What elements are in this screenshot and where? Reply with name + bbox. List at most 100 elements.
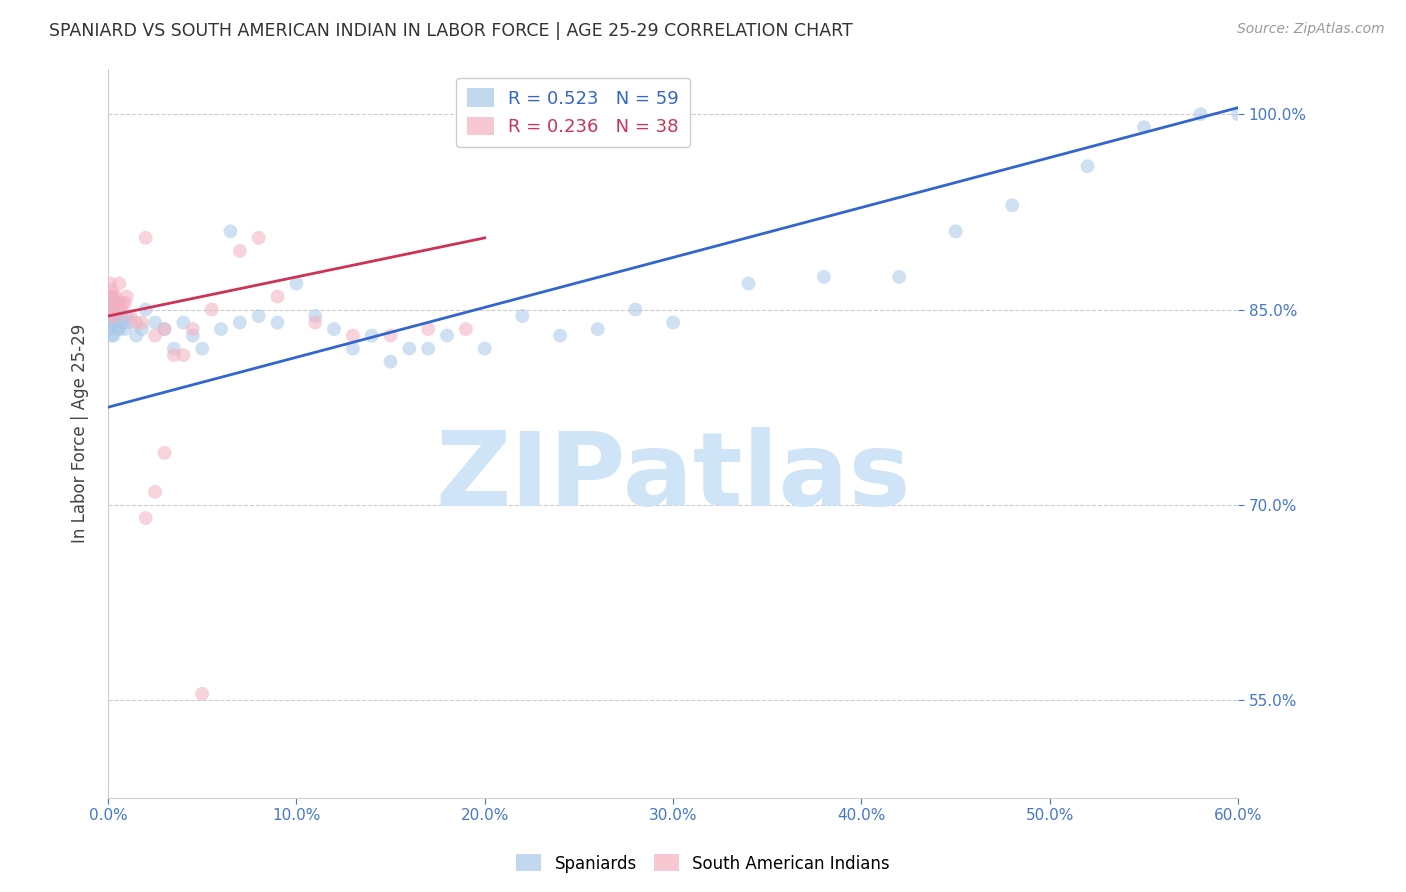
Point <box>108 296 131 310</box>
Point <box>103 296 125 310</box>
Point <box>104 302 127 317</box>
Point <box>135 511 157 525</box>
Point <box>107 322 129 336</box>
Point <box>153 446 176 460</box>
Point <box>360 328 382 343</box>
Legend: R = 0.523   N = 59, R = 0.236   N = 38: R = 0.523 N = 59, R = 0.236 N = 38 <box>456 78 690 147</box>
Point <box>172 348 194 362</box>
Point <box>342 342 364 356</box>
Point <box>1076 159 1098 173</box>
Point <box>100 289 122 303</box>
Point <box>114 322 136 336</box>
Point <box>229 316 252 330</box>
Point <box>110 302 132 317</box>
Point <box>153 322 176 336</box>
Point <box>103 328 125 343</box>
Point <box>247 231 270 245</box>
Point <box>247 309 270 323</box>
Point <box>135 231 157 245</box>
Point <box>512 309 534 323</box>
Point <box>100 302 122 317</box>
Point <box>100 283 122 297</box>
Point <box>586 322 609 336</box>
Point <box>304 309 326 323</box>
Point <box>1133 120 1156 135</box>
Point <box>143 316 166 330</box>
Point <box>436 328 458 343</box>
Point <box>131 316 153 330</box>
Point <box>945 224 967 238</box>
Point <box>125 316 148 330</box>
Point <box>454 322 477 336</box>
Point <box>131 322 153 336</box>
Point <box>120 309 142 323</box>
Point <box>163 348 186 362</box>
Point <box>380 328 402 343</box>
Point <box>474 342 496 356</box>
Point <box>104 289 127 303</box>
Point <box>398 342 420 356</box>
Point <box>1189 107 1212 121</box>
Point <box>181 328 204 343</box>
Point <box>624 302 647 317</box>
Point <box>98 296 121 310</box>
Point <box>135 302 157 317</box>
Point <box>104 316 127 330</box>
Point <box>304 316 326 330</box>
Point <box>418 342 440 356</box>
Point <box>100 328 122 343</box>
Point <box>285 277 308 291</box>
Point <box>110 309 132 323</box>
Point <box>103 309 125 323</box>
Point <box>100 316 122 330</box>
Point <box>143 484 166 499</box>
Point <box>107 296 129 310</box>
Point <box>219 224 242 238</box>
Point <box>103 302 125 317</box>
Point <box>209 322 232 336</box>
Point <box>380 354 402 368</box>
Point <box>112 296 135 310</box>
Point <box>266 316 288 330</box>
Point <box>200 302 222 317</box>
Point <box>143 328 166 343</box>
Point <box>104 309 127 323</box>
Point <box>100 296 122 310</box>
Point <box>1227 107 1250 121</box>
Point <box>114 296 136 310</box>
Text: SPANIARD VS SOUTH AMERICAN INDIAN IN LABOR FORCE | AGE 25-29 CORRELATION CHART: SPANIARD VS SOUTH AMERICAN INDIAN IN LAB… <box>49 22 853 40</box>
Legend: Spaniards, South American Indians: Spaniards, South American Indians <box>510 847 896 880</box>
Point <box>115 309 138 323</box>
Point <box>813 269 835 284</box>
Point <box>1001 198 1024 212</box>
Point <box>548 328 571 343</box>
Point <box>172 316 194 330</box>
Point <box>108 302 131 317</box>
Point <box>191 342 214 356</box>
Point <box>98 309 121 323</box>
Point <box>662 316 685 330</box>
Point <box>98 309 121 323</box>
Point <box>112 316 135 330</box>
Point <box>229 244 252 258</box>
Point <box>418 322 440 336</box>
Point <box>153 322 176 336</box>
Point <box>98 289 121 303</box>
Point <box>737 277 759 291</box>
Point <box>266 289 288 303</box>
Point <box>103 289 125 303</box>
Point <box>98 277 121 291</box>
Point <box>163 342 186 356</box>
Point <box>342 328 364 343</box>
Point <box>98 322 121 336</box>
Point <box>125 328 148 343</box>
Point <box>889 269 911 284</box>
Point <box>115 289 138 303</box>
Point <box>181 322 204 336</box>
Point <box>108 322 131 336</box>
Text: ZIPatlas: ZIPatlas <box>436 426 911 527</box>
Point <box>191 687 214 701</box>
Point <box>107 296 129 310</box>
Text: Source: ZipAtlas.com: Source: ZipAtlas.com <box>1237 22 1385 37</box>
Y-axis label: In Labor Force | Age 25-29: In Labor Force | Age 25-29 <box>72 324 89 543</box>
